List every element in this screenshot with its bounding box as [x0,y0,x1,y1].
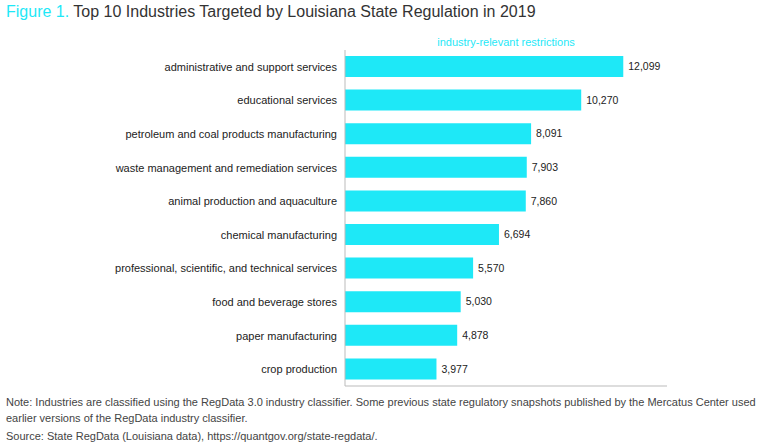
svg-text:administrative and support ser: administrative and support services [165,61,338,73]
svg-text:waste management and remediati: waste management and remediation service… [115,162,338,174]
svg-text:paper manufacturing: paper manufacturing [236,330,337,342]
svg-text:food and beverage stores: food and beverage stores [212,296,337,308]
html-text:Figure 1. Top 10 Industries Ta: Figure 1. Top 10 Industries Targeted by … [6,3,536,20]
svg-text:chemical manufacturing: chemical manufacturing [221,229,337,241]
svg-text:educational services: educational services [237,94,337,106]
svg-text:6,694: 6,694 [504,228,530,240]
svg-text:12,099: 12,099 [628,60,660,72]
svg-text:10,270: 10,270 [586,94,618,106]
svg-text:4,878: 4,878 [462,329,488,341]
html-text:Source: State RegData (Louisia: Source: State RegData (Louisiana data), … [6,430,378,442]
svg-text:crop production: crop production [261,363,337,375]
svg-text:petroleum and coal products ma: petroleum and coal products manufacturin… [125,128,337,140]
svg-text:animal production and aquacult: animal production and aquaculture [168,195,337,207]
html-text:industry-relevant restrictions: industry-relevant restrictions [437,36,575,48]
svg-text:7,860: 7,860 [531,195,557,207]
svg-text:3,977: 3,977 [441,363,467,375]
svg-text:8,091: 8,091 [536,127,562,139]
svg-text:7,903: 7,903 [532,161,558,173]
html-text:Note: Industries are classifie: Note: Industries are classified using th… [6,396,756,424]
svg-text:5,030: 5,030 [466,295,492,307]
svg-text:5,570: 5,570 [478,262,504,274]
svg-text:professional, scientific, and: professional, scientific, and technical … [115,262,337,274]
